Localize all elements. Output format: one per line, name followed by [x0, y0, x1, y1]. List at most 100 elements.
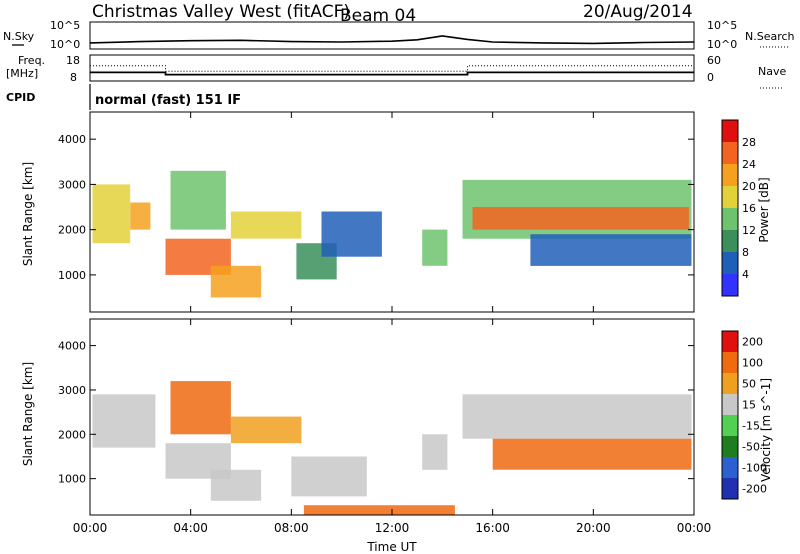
freq-panel-frame [89, 54, 695, 82]
time-tick-label: 20:00 [576, 521, 611, 535]
velocity-colorbar-cell [722, 352, 738, 373]
power-panel: 1000 2000 3000 4000 Slant Range [km] 4 8 12 16… [21, 111, 771, 313]
nave-tick-bottom: 0 [707, 71, 714, 84]
power-colorbar-cell [722, 208, 738, 230]
velocity-ytick-label: 2000 [58, 428, 86, 441]
power-colorbar-tick: 24 [742, 158, 756, 171]
power-region-1 [130, 202, 151, 230]
velocity-ytick-label: 3000 [58, 384, 86, 397]
velocity-colorbar-tick: 200 [742, 336, 763, 349]
velocity-region-7 [462, 394, 692, 439]
freq-label: Freq. [18, 54, 45, 67]
velocity-y-axis: 1000 2000 3000 4000 [58, 340, 694, 486]
time-tick-label: 08:00 [274, 521, 309, 535]
power-colorbar-tick: 12 [742, 224, 756, 237]
noise-panel: N.Sky 10^5 10^0 10^5 10^0 N.Search [3, 19, 795, 51]
velocity-colorbar-cell [722, 478, 738, 499]
power-heatmap [92, 170, 692, 298]
noise-tick-bottom-left: 10^0 [50, 38, 80, 51]
velocity-colorbar-tick: -200 [742, 483, 767, 496]
power-colorbar-cell [722, 230, 738, 252]
velocity-colorbar-tick: -15 [742, 420, 760, 433]
power-colorbar-tick: 20 [742, 180, 756, 193]
power-ytick-label: 4000 [58, 133, 86, 146]
power-region-3 [170, 170, 226, 230]
velocity-region-0 [92, 394, 156, 448]
power-colorbar-cell [722, 120, 738, 142]
velocity-colorbar-tick: 100 [742, 357, 763, 370]
time-tick-label: 16:00 [475, 521, 510, 535]
freq-line [90, 71, 694, 76]
power-region-11 [530, 234, 692, 266]
power-ytick-label: 2000 [58, 224, 86, 237]
velocity-colorbar-tick: 50 [742, 378, 756, 391]
nsearch-label: N.Search [745, 30, 795, 43]
power-colorbar-title: Power [dB] [757, 177, 771, 242]
power-colorbar-tick: 8 [742, 246, 749, 259]
date-label: 20/Aug/2014 [583, 2, 693, 22]
power-colorbar-tick: 28 [742, 136, 756, 149]
velocity-region-2 [170, 381, 231, 435]
power-colorbar-tick: 16 [742, 202, 756, 215]
power-region-10 [472, 207, 689, 230]
power-colorbar: 4 8 12 16 20 24 28 [721, 119, 756, 297]
power-region-4 [210, 265, 262, 298]
velocity-region-3 [210, 469, 262, 501]
power-y-title: Slant Range [km] [21, 162, 35, 266]
cpid-text: normal (fast) 151 IF [95, 93, 241, 108]
noise-tick-bottom-right: 10^0 [707, 38, 737, 51]
freq-panel: Freq. [MHz] 18 8 60 0 Nave [6, 54, 786, 89]
noise-panel-frame [89, 21, 695, 50]
power-colorbar-frame [721, 119, 739, 297]
nave-label: Nave [758, 65, 786, 78]
velocity-panel: 1000 2000 3000 4000 Slant Range [km] 200 100… [21, 318, 773, 516]
velocity-region-5 [291, 456, 367, 497]
time-tick-label: 00:00 [73, 521, 108, 535]
velocity-colorbar-cell [722, 394, 738, 415]
time-axis-title: Time UT [366, 540, 417, 554]
station-title: Christmas Valley West (fitACF) [92, 2, 350, 22]
velocity-region-6 [422, 434, 448, 470]
nave-line [90, 65, 694, 72]
velocity-colorbar-cell [722, 373, 738, 394]
time-axis: 00:00 04:00 08:00 12:00 16:00 20:00 00:00 [73, 112, 712, 535]
velocity-colorbar-title: Velocity [m s^-1] [759, 378, 773, 482]
velocity-colorbar: 200 100 50 15 -15 -50 -100 -200 [721, 330, 767, 500]
velocity-colorbar-tick: 15 [742, 399, 756, 412]
power-colorbar-tick: 4 [742, 268, 749, 281]
velocity-colorbar-cell [722, 436, 738, 457]
cpid-label: CPID [6, 91, 35, 104]
freq-nave-series [90, 65, 694, 76]
time-tick-label: 00:00 [677, 521, 712, 535]
power-ytick-label: 1000 [58, 269, 86, 282]
nave-tick-top: 60 [707, 54, 721, 67]
power-region-0 [92, 184, 131, 244]
power-y-axis: 1000 2000 3000 4000 [58, 133, 694, 282]
power-region-5 [230, 211, 302, 239]
velocity-heatmap [92, 381, 692, 515]
velocity-colorbar-tick: -100 [742, 462, 767, 475]
power-region-7 [321, 211, 382, 257]
time-tick-label: 12:00 [375, 521, 410, 535]
freq-unit-label: [MHz] [6, 67, 38, 80]
velocity-colorbar-frame [721, 330, 739, 500]
noise-tick-top-right: 10^5 [707, 19, 737, 32]
power-region-8 [422, 229, 448, 266]
nsky-label: N.Sky [3, 30, 35, 43]
cpid-row: CPID normal (fast) 151 IF [6, 84, 241, 110]
velocity-region-8 [492, 438, 692, 470]
velocity-y-title: Slant Range [km] [21, 362, 35, 466]
velocity-colorbar-cell [722, 415, 738, 436]
nsky-line [89, 35, 695, 45]
beam-label: Beam 04 [340, 6, 416, 26]
velocity-ytick-label: 4000 [58, 340, 86, 353]
power-colorbar-cell [722, 274, 738, 296]
velocity-colorbar-tick: -50 [742, 441, 760, 454]
power-colorbar-cell [722, 252, 738, 274]
velocity-colorbar-cell [722, 331, 738, 352]
velocity-ytick-label: 1000 [58, 473, 86, 486]
noise-series [89, 35, 695, 45]
velocity-colorbar-cell [722, 457, 738, 478]
